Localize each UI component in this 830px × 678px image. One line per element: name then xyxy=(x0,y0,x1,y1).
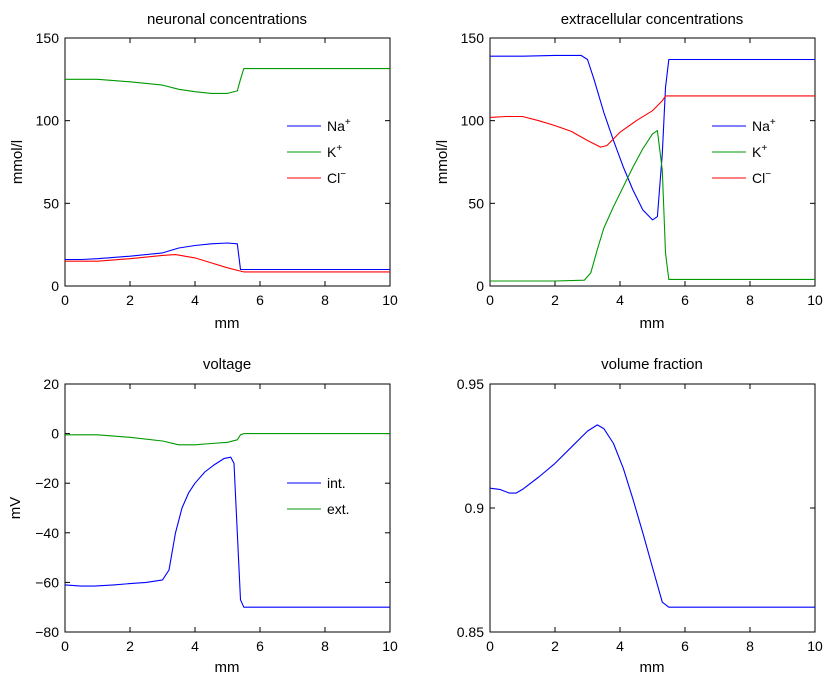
x-tick-label: 4 xyxy=(191,638,199,654)
panel-title: volume fraction xyxy=(601,356,703,373)
x-tick-label: 4 xyxy=(191,292,199,308)
na-series-line xyxy=(65,242,390,271)
panel-title: neuronal concentrations xyxy=(147,11,307,28)
panel-voltage: voltage 0 2 4 6 8 10 −80 −60 −40 −20 0 20 int. ext. m… xyxy=(7,356,398,676)
legend: Na+ K+ Cl− xyxy=(712,117,776,186)
legend-label: int. xyxy=(327,475,346,491)
y-tick-label: −60 xyxy=(35,574,59,590)
y-tick-label: 0.95 xyxy=(457,376,484,392)
x-tick-label: 2 xyxy=(126,292,134,308)
x-tick-label: 0 xyxy=(486,292,494,308)
x-tick-label: 6 xyxy=(256,292,264,308)
legend-label-superscript: + xyxy=(336,143,342,154)
legend-label: K+ xyxy=(327,143,342,160)
legend-label-superscript: − xyxy=(340,169,346,180)
y-tick-label: 0 xyxy=(51,278,59,294)
y-axis-label: mmol/l xyxy=(9,140,26,184)
x-tick-label: 10 xyxy=(807,292,823,308)
plot-frame xyxy=(489,383,816,633)
plot-area: 0 2 4 6 8 10 −80 −60 −40 −20 0 20 int. ext. xyxy=(35,376,398,654)
cl-series-line xyxy=(489,95,815,148)
x-tick-label: 2 xyxy=(551,292,559,308)
x-tick-label: 0 xyxy=(61,638,69,654)
panel-neuronal-concentrations: neuronal concentrations 0 2 4 6 8 10050100150… xyxy=(9,11,398,332)
x-axis-label: mm xyxy=(215,659,240,676)
x-tick-label: 6 xyxy=(256,638,264,654)
x-tick-label: 2 xyxy=(551,638,559,654)
plot-frame xyxy=(64,37,391,287)
x-tick-label: 8 xyxy=(746,292,754,308)
x-tick-label: 6 xyxy=(681,292,689,308)
y-tick-label: 0 xyxy=(51,426,59,442)
x-tick-label: 2 xyxy=(126,638,134,654)
y-tick-label: −80 xyxy=(35,624,59,640)
x-tick-label: 4 xyxy=(616,292,624,308)
y-tick-label: 150 xyxy=(461,30,485,46)
x-tick-label: 8 xyxy=(746,638,754,654)
x-tick-label: 6 xyxy=(681,638,689,654)
k-series-line xyxy=(490,130,815,282)
legend-label: ext. xyxy=(327,501,350,517)
legend-label: K+ xyxy=(752,143,767,160)
x-tick-label: 4 xyxy=(616,638,624,654)
x-tick-label: 10 xyxy=(807,638,823,654)
na-series-line xyxy=(490,54,815,221)
plot-frame xyxy=(64,383,391,633)
k-series-line xyxy=(65,68,390,94)
legend-label: Na+ xyxy=(752,117,776,134)
legend-label-superscript: + xyxy=(761,143,767,154)
x-axis-label: mm xyxy=(215,315,240,332)
y-tick-label: 150 xyxy=(36,30,60,46)
panel-extracellular-concentrations: extracellular concentrations 0 2 4 6 8 100501… xyxy=(434,11,823,332)
plot-area: 0 2 4 6 8 10 0.85 0.9 0.95 xyxy=(457,376,823,654)
y-axis-label: mV xyxy=(7,497,24,520)
legend-label: Cl− xyxy=(752,169,771,186)
legend-label-superscript: − xyxy=(765,169,771,180)
x-tick-label: 8 xyxy=(321,638,329,654)
ext-series-line xyxy=(65,433,390,446)
y-tick-label: 20 xyxy=(43,376,59,392)
legend-label: Cl− xyxy=(327,169,346,186)
legend: int. ext. xyxy=(287,475,350,517)
legend-label-superscript: + xyxy=(770,117,776,128)
x-tick-label: 10 xyxy=(382,292,398,308)
y-tick-label: −20 xyxy=(35,475,59,491)
y-tick-label: −40 xyxy=(35,525,59,541)
x-axis-label: mm xyxy=(640,659,665,676)
legend: Na+ K+ Cl− xyxy=(287,117,351,186)
panel-volume-fraction: volume fraction 0 2 4 6 8 10 0.85 0.9 0.95 mm xyxy=(457,356,823,676)
y-tick-label: 0.9 xyxy=(465,500,485,516)
plot-frame xyxy=(489,37,816,287)
y-tick-label: 100 xyxy=(36,113,60,129)
y-tick-label: 100 xyxy=(461,113,485,129)
x-tick-label: 8 xyxy=(321,292,329,308)
y-tick-label: 50 xyxy=(468,195,484,211)
legend-label-superscript: + xyxy=(345,117,351,128)
x-tick-label: 0 xyxy=(61,292,69,308)
x-axis-label: mm xyxy=(640,315,665,332)
volume-fraction-series-line xyxy=(489,424,815,608)
y-tick-label: 50 xyxy=(43,195,59,211)
legend-label: Na+ xyxy=(327,117,351,134)
panel-title: extracellular concentrations xyxy=(561,11,744,28)
int-series-line xyxy=(64,456,390,608)
x-tick-label: 0 xyxy=(486,638,494,654)
y-tick-label: 0.85 xyxy=(457,624,484,640)
cl-series-line xyxy=(65,254,390,273)
panel-title: voltage xyxy=(203,356,251,373)
x-tick-label: 10 xyxy=(382,638,398,654)
y-axis-label: mmol/l xyxy=(434,140,451,184)
y-tick-label: 0 xyxy=(476,278,484,294)
